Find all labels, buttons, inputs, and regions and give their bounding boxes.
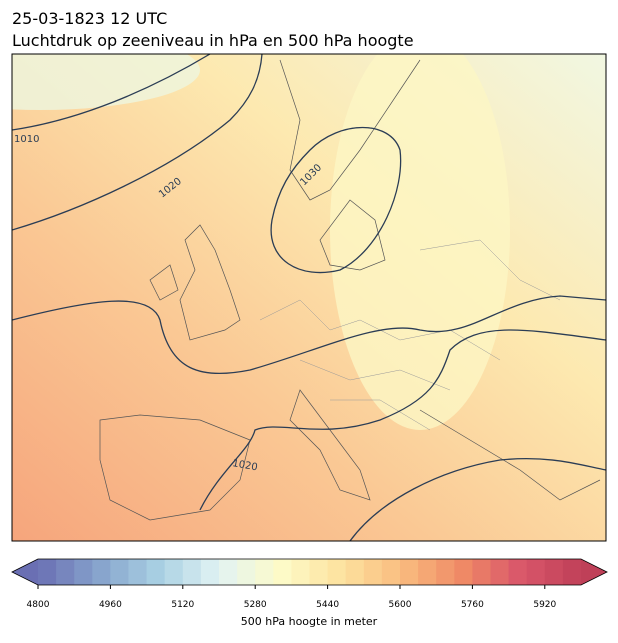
colorbar-cell xyxy=(182,559,202,585)
contour-label: 1010 xyxy=(14,134,39,145)
colorbar-cell xyxy=(381,559,401,585)
colorbar-cell xyxy=(490,559,510,585)
colorbar-tick-label: 5760 xyxy=(461,600,484,610)
colorbar-tick-label: 5120 xyxy=(171,600,194,610)
colorbar-extend-high xyxy=(581,559,607,585)
colorbar-cell xyxy=(345,559,365,585)
title: 25-03-1823 12 UTC xyxy=(12,9,167,28)
isobar xyxy=(12,54,263,231)
colorbar-cell xyxy=(146,559,166,585)
colorbar-cell xyxy=(472,559,491,585)
colorbar-tick-label: 5440 xyxy=(316,600,339,610)
colorbar: 4800 4960 5120 5280 5440 5600 5760 5920 xyxy=(11,558,608,610)
colorbar-cell xyxy=(309,559,329,585)
colorbar-cell xyxy=(363,559,383,585)
colorbar-cell xyxy=(200,559,220,585)
ridge xyxy=(330,54,510,430)
colorbar-cell xyxy=(291,559,310,585)
colorbar-cell xyxy=(436,559,455,585)
coastline xyxy=(99,59,601,521)
colorbar-cell xyxy=(400,559,419,585)
map-frame xyxy=(11,53,607,542)
colorbar-cell xyxy=(74,559,93,585)
colorbar-cell xyxy=(273,559,292,585)
colorbar-cell xyxy=(526,559,546,585)
colorbar-tick-label: 4800 xyxy=(27,600,50,610)
colorbar-extend-low xyxy=(12,559,38,585)
colorbar-cell xyxy=(454,559,473,585)
colorbar-cell xyxy=(219,559,238,585)
colorbar-cell xyxy=(327,559,347,585)
colorbar-tick-label: 5600 xyxy=(389,600,412,610)
isobar xyxy=(12,295,606,375)
colorbar-cell xyxy=(418,559,437,585)
colorbar-cell xyxy=(237,559,256,585)
colorbar-cell xyxy=(56,559,75,585)
colorbar-tick-label: 5280 xyxy=(244,600,267,610)
contour-label: 1020 xyxy=(231,458,258,473)
colorbar-cell xyxy=(128,559,148,585)
colorbar-outline xyxy=(11,558,608,586)
subtitle: Luchtdruk op zeeniveau in hPa en 500 hPa… xyxy=(12,31,414,50)
colorbar-label: 500 hPa hoogte in meter xyxy=(241,615,378,628)
isobar xyxy=(199,329,606,511)
colorbar-cell xyxy=(92,559,111,585)
borders xyxy=(259,239,561,431)
colorbar-cell xyxy=(562,559,582,585)
isobar xyxy=(349,457,606,541)
colorbar-tick-label: 5920 xyxy=(533,600,556,610)
colorbar-cell xyxy=(255,559,274,585)
colorbar-tick-label: 4960 xyxy=(99,600,122,610)
isobar xyxy=(12,54,211,131)
colorbar-cell xyxy=(508,559,528,585)
map: 1010 1020 1030 1020 xyxy=(12,54,606,541)
colorbar-cell xyxy=(544,559,564,585)
colorbar-cell xyxy=(110,559,129,585)
colorbar-cell xyxy=(38,559,57,585)
isobar xyxy=(270,126,402,274)
trough xyxy=(12,54,200,110)
colorbar-cell xyxy=(164,559,184,585)
